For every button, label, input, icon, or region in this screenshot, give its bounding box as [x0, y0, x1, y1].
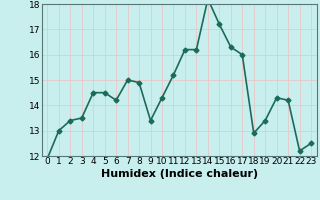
- X-axis label: Humidex (Indice chaleur): Humidex (Indice chaleur): [100, 169, 258, 179]
